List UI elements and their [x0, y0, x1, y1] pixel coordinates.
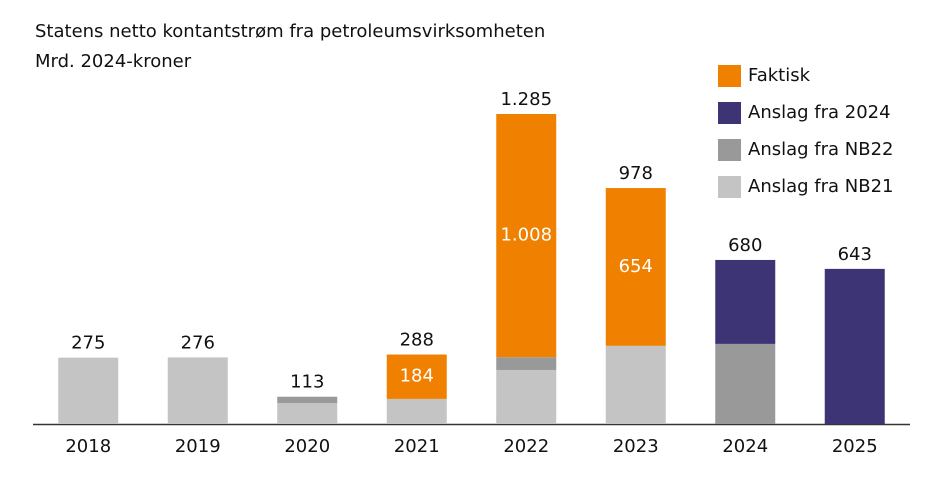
x-tick-label: 2024: [722, 436, 768, 457]
legend-label: Faktisk: [748, 65, 811, 86]
data-label: 184: [400, 366, 434, 387]
bar-segment: [496, 369, 557, 424]
x-tick-label: 2019: [175, 436, 221, 457]
bar-segment: [386, 354, 447, 399]
total-label: 113: [290, 372, 324, 393]
total-label: 275: [71, 333, 105, 354]
legend-swatch: [718, 139, 741, 161]
total-label: 276: [181, 332, 215, 353]
total-label: 978: [619, 163, 653, 184]
bar-segment: [824, 268, 885, 424]
bar-segment: [58, 357, 119, 424]
bar-segment: [715, 343, 776, 424]
x-tick-label: 2021: [394, 436, 440, 457]
chart-subtitle: Mrd. 2024-kroner: [35, 51, 192, 72]
x-tick-label: 2023: [613, 436, 659, 457]
legend-swatch: [718, 176, 741, 198]
bar-segment: [605, 345, 666, 424]
total-label: 288: [400, 330, 434, 351]
bar-segment: [605, 188, 666, 346]
bar-segment: [386, 398, 447, 424]
x-tick-label: 2025: [832, 436, 878, 457]
bar-segment: [277, 403, 338, 424]
total-label: 1.285: [500, 89, 552, 110]
bar-segment: [167, 357, 228, 424]
legend-label: Anslag fra NB21: [748, 176, 894, 197]
total-label: 643: [838, 244, 872, 265]
x-tick-label: 2020: [284, 436, 330, 457]
legend-swatch: [718, 102, 741, 124]
legend-label: Anslag fra 2024: [748, 102, 891, 123]
x-tick-label: 2022: [503, 436, 549, 457]
data-label: 1.008: [500, 225, 552, 246]
x-tick-label: 2018: [65, 436, 111, 457]
data-label: 654: [619, 256, 653, 277]
total-label: 680: [728, 235, 762, 256]
bar-segment: [715, 259, 776, 344]
bar-segment: [496, 357, 557, 370]
bar-segment: [496, 114, 557, 358]
legend-swatch: [718, 65, 741, 87]
chart-title: Statens netto kontantstrøm fra petroleum…: [35, 21, 545, 42]
legend-label: Anslag fra NB22: [748, 139, 894, 160]
bar-segment: [277, 396, 338, 404]
